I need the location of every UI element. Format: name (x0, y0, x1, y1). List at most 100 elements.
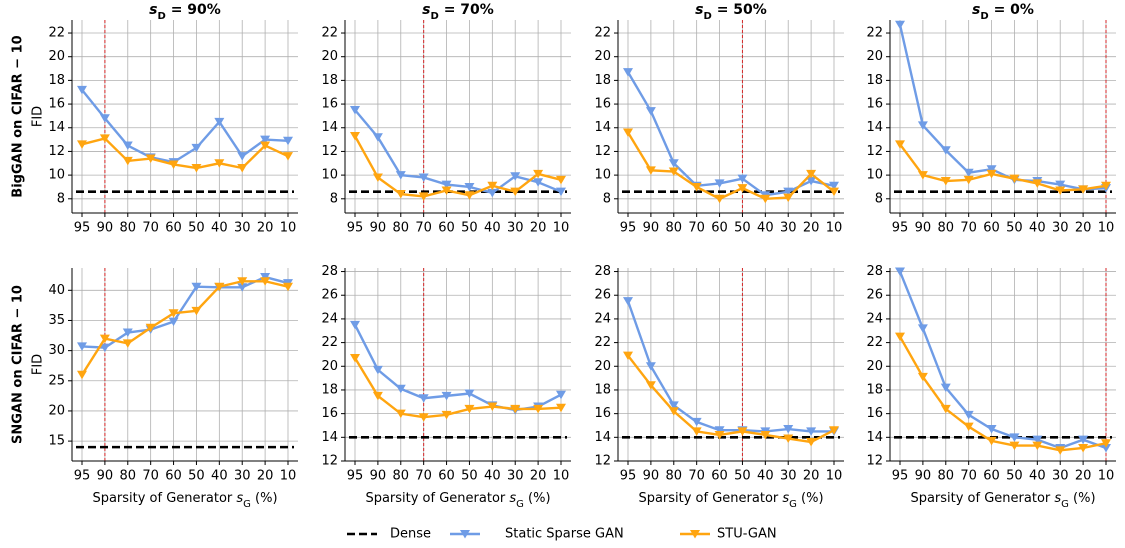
marker (237, 152, 248, 161)
x-tick-label: 70 (415, 469, 432, 484)
marker (441, 391, 452, 401)
marker (1101, 439, 1111, 448)
x-tick-label: 60 (165, 221, 182, 236)
marker (668, 407, 679, 416)
marker (623, 128, 633, 137)
marker (533, 178, 544, 187)
marker (829, 187, 839, 197)
marker (556, 187, 566, 197)
marker (1078, 443, 1089, 453)
x-tick-label: 60 (983, 469, 1000, 484)
marker (191, 143, 202, 153)
marker (418, 413, 429, 422)
x-tick-label: 95 (74, 469, 91, 484)
x-tick-label: 10 (553, 469, 570, 484)
x-tick-label: 70 (142, 469, 159, 484)
label-part: Sparsity of Generator (365, 491, 509, 506)
marker (395, 171, 406, 180)
y-tick-label: 18 (321, 382, 338, 397)
marker (895, 20, 905, 30)
series-line (626, 71, 835, 197)
x-tick-label: 60 (711, 469, 728, 484)
marker (895, 267, 905, 277)
label-part: s (509, 491, 516, 506)
label-part: s (782, 491, 789, 506)
y-tick-label: 24 (594, 311, 611, 326)
row-label: BigGAN on CIFAR − 10 (11, 35, 26, 197)
x-tick-label: 95 (347, 469, 364, 484)
x-tick-label: 10 (553, 221, 570, 236)
marker (77, 342, 87, 351)
marker (895, 140, 905, 149)
marker (1101, 443, 1111, 453)
y-tick-label: 22 (866, 26, 883, 41)
marker (464, 191, 475, 200)
y-tick-label: 20 (866, 49, 883, 64)
marker (760, 194, 771, 204)
marker (510, 172, 521, 181)
marker (668, 167, 679, 177)
x-tick-label: 40 (211, 469, 228, 484)
x-tick-label: 10 (280, 221, 297, 236)
legend-label: Static Sparse GAN (505, 527, 624, 542)
series-line (353, 357, 562, 419)
marker (214, 159, 225, 168)
x-tick-label: 20 (803, 221, 820, 236)
marker (168, 160, 179, 169)
label-part: Sparsity of Generator (92, 491, 236, 506)
y-tick-label: 12 (321, 454, 338, 469)
marker (691, 182, 702, 192)
y-tick-label: 8 (603, 191, 611, 206)
marker (714, 426, 725, 435)
marker (668, 401, 679, 410)
y-tick-label: 22 (866, 335, 883, 350)
label-part: = 90% (166, 2, 221, 18)
label: Sparsity of Generator sG (%) (92, 491, 277, 510)
marker (986, 425, 997, 434)
y-tick-label: 20 (866, 359, 883, 374)
label-part: G (1061, 499, 1069, 510)
y-tick-label: 16 (594, 97, 611, 112)
marker (372, 173, 383, 182)
y-tick-label: 25 (48, 373, 65, 388)
label-part: s (1054, 491, 1061, 506)
marker (441, 186, 452, 196)
x-tick-label: 30 (234, 221, 251, 236)
x-tick-label: 50 (461, 221, 478, 236)
marker (668, 159, 679, 168)
y-tick-label: 14 (866, 430, 883, 445)
x-tick-label: 30 (507, 221, 524, 236)
x-tick-label: 30 (780, 469, 797, 484)
label-part: D (704, 11, 712, 22)
x-tick-label: 20 (257, 221, 274, 236)
row-label: SNGAN on CIFAR − 10 (11, 285, 26, 444)
x-tick-label: 20 (257, 469, 274, 484)
y-tick-label: 20 (48, 49, 65, 64)
label-part: s (236, 491, 243, 506)
marker (940, 383, 951, 393)
x-tick-label: 95 (892, 469, 909, 484)
marker (168, 317, 179, 327)
x-tick-label: 20 (803, 469, 820, 484)
marker (645, 166, 656, 175)
marker (99, 134, 110, 143)
label-part: (%) (797, 491, 824, 506)
y-tick-label: 8 (330, 191, 338, 206)
marker (829, 426, 839, 435)
x-tick-label: 80 (393, 469, 410, 484)
marker (441, 410, 452, 420)
y-tick-label: 18 (321, 73, 338, 88)
marker (487, 188, 498, 198)
x-tick-label: 90 (643, 469, 660, 484)
x-tick-label: 80 (938, 469, 955, 484)
marker (191, 164, 202, 173)
y-tick-label: 20 (48, 403, 65, 418)
y-tick-label: 35 (48, 313, 65, 328)
y-tick-label: 12 (594, 144, 611, 159)
x-tick-label: 20 (1075, 221, 1092, 236)
marker (917, 324, 928, 333)
x-tick-label: 40 (484, 221, 501, 236)
label-part: G (243, 499, 251, 510)
y-tick-label: 16 (866, 97, 883, 112)
